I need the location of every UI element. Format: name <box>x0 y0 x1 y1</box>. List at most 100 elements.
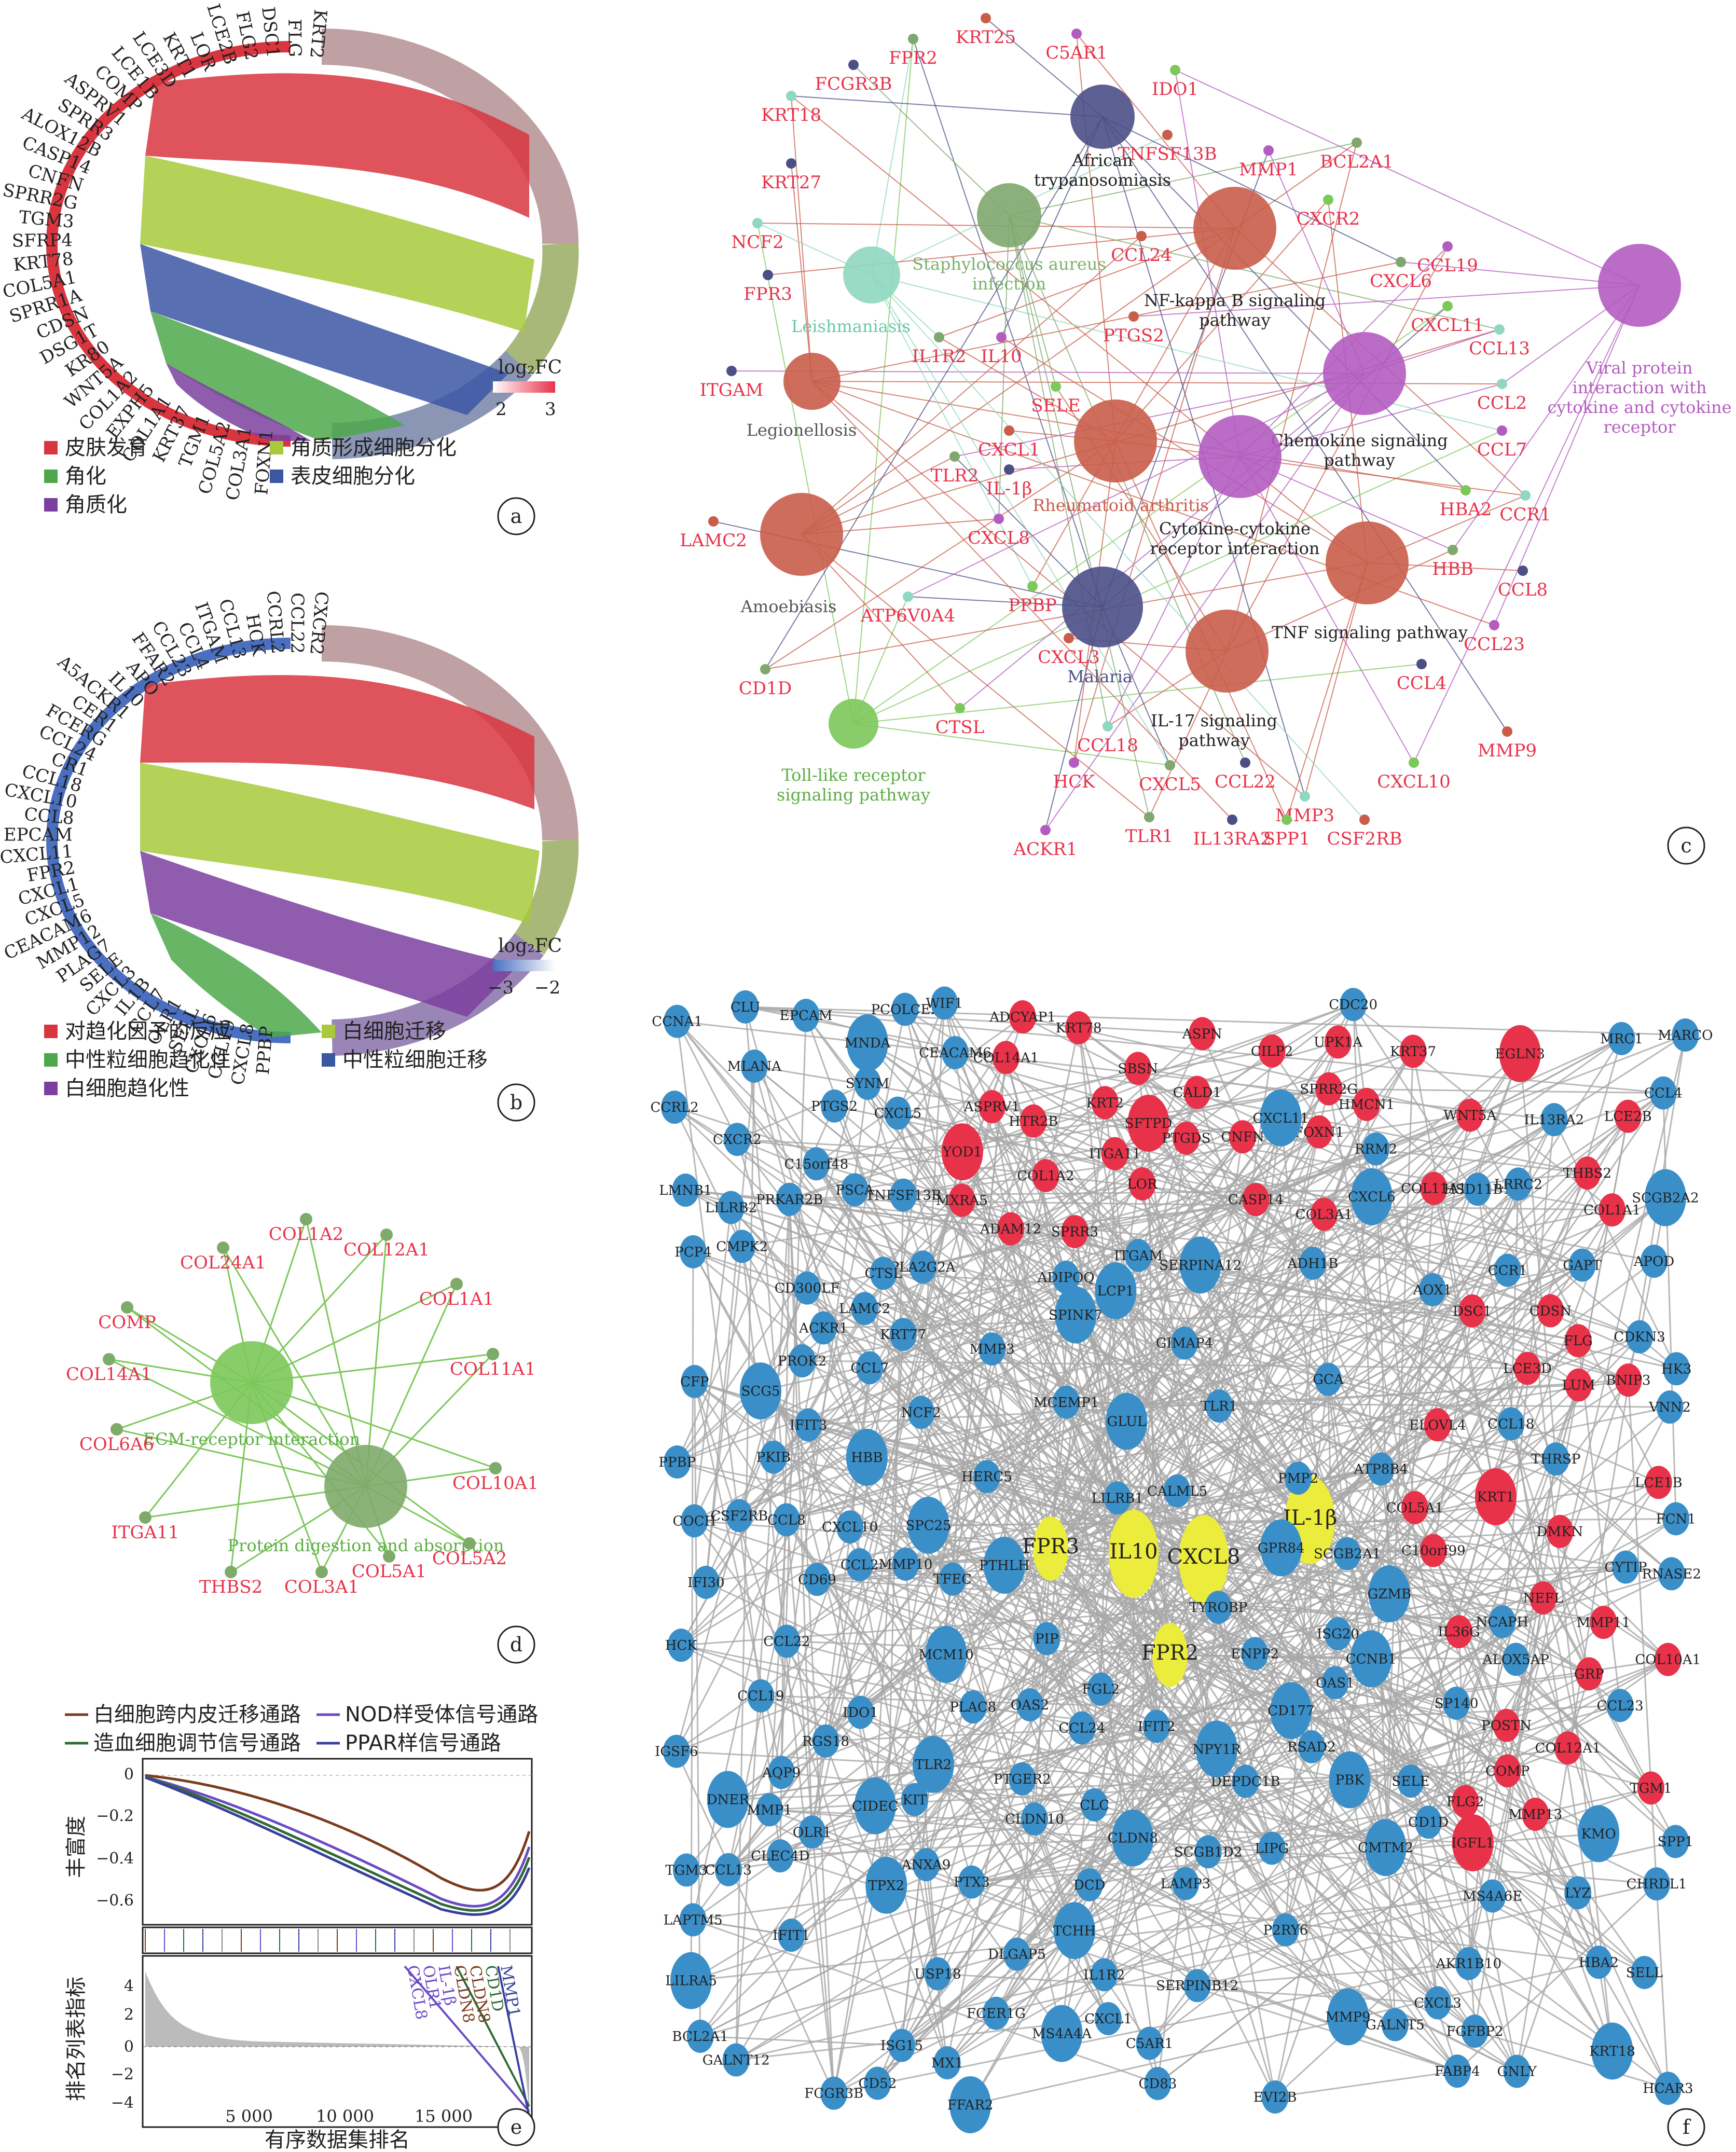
legend-label-e-0: 白细胞跨内皮迁移通路 <box>93 1703 301 1727</box>
ppi-node-label: COL10A1 <box>1635 1652 1701 1668</box>
ppi-node <box>1502 1643 1530 1676</box>
ppi-edge <box>735 1199 791 2060</box>
pathway-node <box>1198 415 1282 498</box>
ppi-node-label: TCHH <box>1053 1923 1096 1939</box>
gene-node <box>383 1550 395 1563</box>
ppi-node-label: CYTIP <box>1604 1560 1647 1576</box>
gene-node <box>908 34 918 44</box>
ppi-node <box>1494 1754 1521 1788</box>
gene-node <box>1144 812 1154 822</box>
ribbons-epidermal <box>140 244 508 415</box>
ppi-edge <box>1312 1104 1368 1264</box>
ppi-node <box>1503 2054 1531 2088</box>
ppi-node <box>851 1292 878 1326</box>
ppi-node <box>1232 1764 1259 1798</box>
ppi-node-label: YOD1 <box>942 1144 982 1160</box>
pathway-label-protein: Protein digestion and absorption <box>228 1536 504 1555</box>
edge-c <box>1227 142 1357 652</box>
ppi-edge <box>789 1199 1109 2019</box>
ppi-edge <box>885 1051 1414 1886</box>
ppi-node <box>846 1548 873 1582</box>
edge-c <box>801 534 1150 818</box>
ppi-node-label: CALD1 <box>1173 1085 1221 1101</box>
gene-arc-a <box>46 41 291 447</box>
gene-node <box>1263 145 1274 156</box>
pathway-node-ecm <box>210 1341 293 1424</box>
pathway-node <box>1186 610 1269 693</box>
ppi-node <box>803 1563 831 1596</box>
ppi-node <box>664 1445 691 1479</box>
gene-node <box>1518 565 1528 576</box>
gene-label: KRT27 <box>761 172 821 193</box>
gene-node <box>225 1566 237 1578</box>
xtick-1: 10 000 <box>316 2106 374 2126</box>
ppi-node-label: RGS18 <box>802 1734 849 1749</box>
gene-label: CCR1 <box>1499 504 1551 525</box>
legend-label-e-3: PPAR样信号通路 <box>345 1731 501 1755</box>
ppi-node-label: MRC1 <box>1600 1031 1643 1047</box>
ppi-node-label: FGFBP2 <box>1446 2024 1503 2039</box>
ppi-node-label: PMP2 <box>1278 1471 1318 1486</box>
ppi-node <box>1443 2054 1471 2088</box>
ppi-node <box>1065 1011 1093 1045</box>
ppi-node <box>1016 1688 1044 1722</box>
ppi-node <box>1381 2008 1409 2041</box>
ppi-node-label: TGM3 <box>665 1863 707 1879</box>
pathway-node <box>1070 85 1135 149</box>
ppi-node <box>1033 1516 1068 1581</box>
ppi-edge <box>1029 1378 1329 1706</box>
ppi-edge <box>904 1009 1048 1639</box>
ppi-node-label: CCL18 <box>1487 1416 1534 1432</box>
ytick-bottom-1: 2 <box>124 2006 134 2024</box>
legend-swatch-b-3 <box>322 1053 335 1067</box>
ppi-node-label: GAPT <box>1563 1258 1602 1273</box>
ppi-edge <box>1329 1088 1663 1094</box>
ppi-node <box>663 1734 690 1768</box>
ppi-edge <box>705 1066 755 1583</box>
ppi-node <box>1640 1244 1668 1278</box>
gene-node <box>1136 231 1147 241</box>
pathway-label: Malaria <box>1067 667 1133 686</box>
ppi-node-label: COL12A1 <box>1535 1741 1601 1756</box>
ppi-node-label: ASPRV1 <box>963 1099 1020 1115</box>
ppi-node-label: SPRR2G <box>1300 1082 1358 1097</box>
gene-label: CCL24 <box>1111 245 1172 266</box>
ppi-node-label: ATP8B4 <box>1354 1462 1408 1478</box>
ppi-node <box>1672 1018 1699 1052</box>
ppi-node <box>723 1123 751 1156</box>
ppi-node-label: BCL2A1 <box>672 2029 728 2045</box>
ppi-edge <box>971 1804 1095 1883</box>
gene-node <box>903 591 913 602</box>
legend-label-a-3: 表皮细胞分化 <box>291 464 415 488</box>
legend-swatch-a-2 <box>44 470 58 483</box>
ppi-node-label: CCR1 <box>1488 1263 1527 1278</box>
gene-line-1 <box>404 1965 530 2113</box>
ppi-node <box>1637 1771 1664 1805</box>
ppi-node <box>1513 1351 1541 1385</box>
gene-label: THBS2 <box>199 1577 263 1597</box>
ppi-node-label: CLEC4D <box>751 1848 809 1864</box>
ppi-node <box>1009 1000 1037 1034</box>
ppi-node-label: CLC <box>1080 1798 1109 1813</box>
ppi-node <box>1643 1867 1670 1901</box>
ppi-edge <box>727 1289 1433 1800</box>
edge-c <box>871 274 1170 766</box>
ppi-node <box>864 2066 891 2100</box>
ppi-node-label: DNER <box>707 1792 750 1808</box>
ppi-node-label: HCAR3 <box>1643 2081 1693 2096</box>
ppi-node <box>1522 1798 1549 1831</box>
edge-c <box>1239 383 1503 457</box>
ppi-edge <box>971 1832 1599 1883</box>
ppi-node <box>912 1735 954 1793</box>
ppi-node <box>1424 1408 1451 1442</box>
es-curve-leukocyte-transendothelial <box>145 1774 531 1892</box>
ppi-edge <box>789 1003 1354 1201</box>
ppi-node <box>1418 1273 1446 1306</box>
ppi-node-label: IFI30 <box>687 1575 725 1591</box>
ppi-node-label: CFP <box>680 1374 709 1390</box>
ppi-node-label: FCN1 <box>1656 1511 1696 1527</box>
ppi-node <box>1420 1534 1447 1567</box>
ppi-edge <box>823 1136 1243 1329</box>
ppi-node-label: CSF2RB <box>710 1508 768 1524</box>
